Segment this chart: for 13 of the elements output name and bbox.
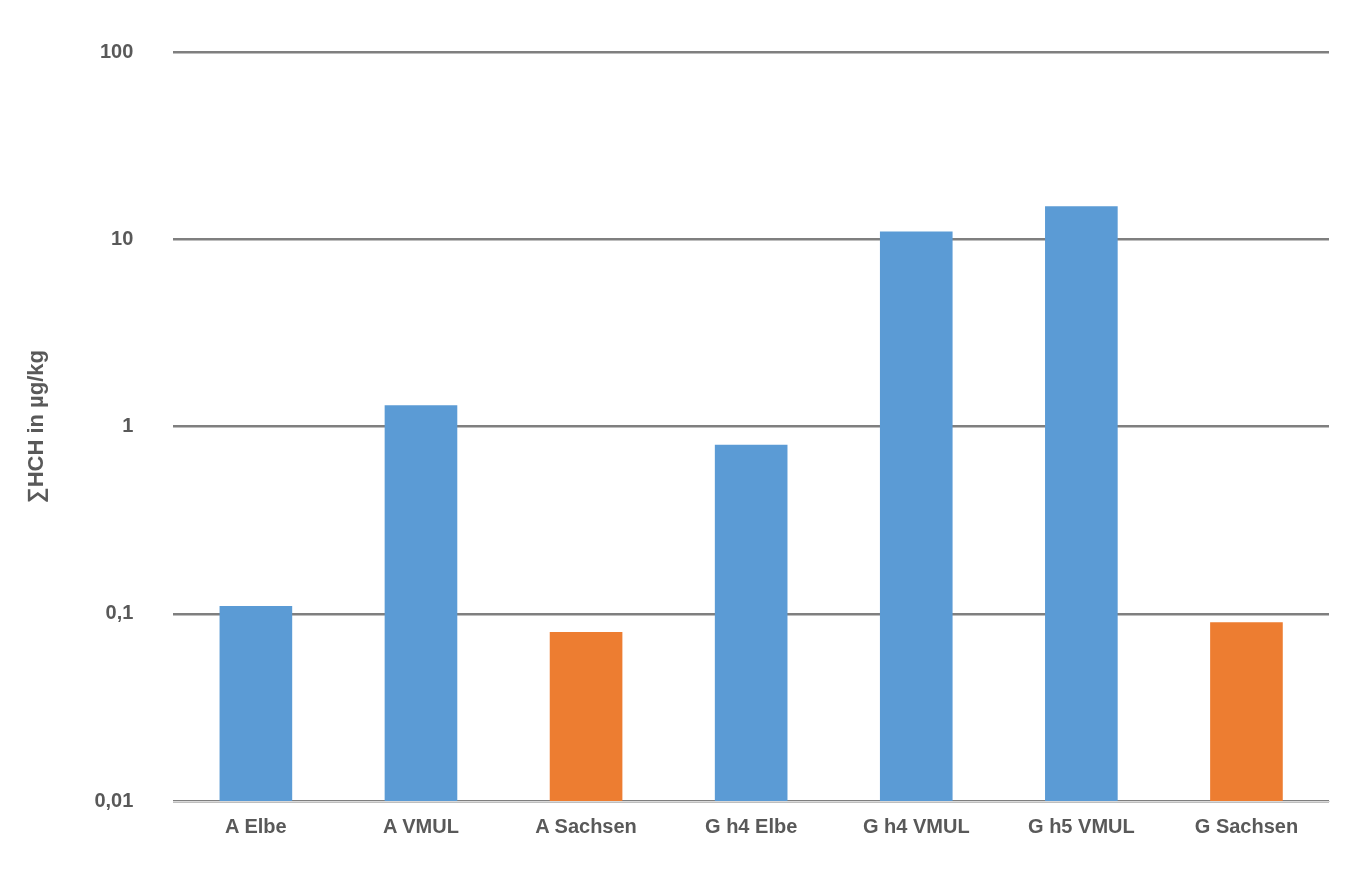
y-tick-label: 100 — [99, 39, 134, 62]
x-tick-label: G Sachsen — [1194, 814, 1299, 837]
y-tick-label: 0,1 — [105, 601, 134, 624]
x-tick-label: G h4 VMUL — [862, 814, 970, 837]
x-tick-label: A Sachsen — [535, 814, 637, 837]
y-axis-title: ∑HCH in µg/kg — [23, 349, 49, 504]
y-tick-label: 10 — [111, 226, 134, 249]
y-tick-label: 0,01 — [94, 788, 134, 811]
y-tick-label: 1 — [122, 414, 134, 437]
x-tick-label: G h4 Elbe — [705, 814, 798, 837]
x-tick-label: A VMUL — [383, 814, 459, 837]
x-tick-label: A Elbe — [225, 814, 287, 837]
x-tick-label: G h5 VMUL — [1028, 814, 1135, 837]
